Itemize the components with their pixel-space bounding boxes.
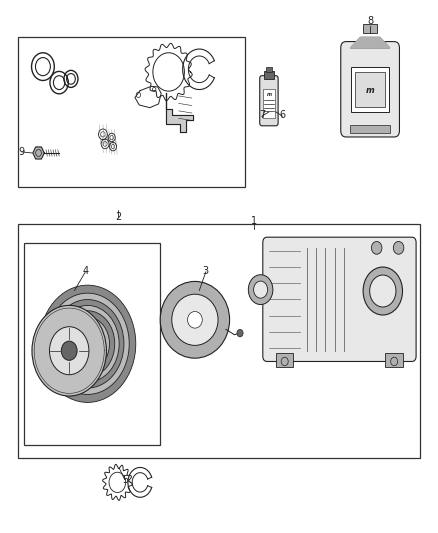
Polygon shape — [350, 37, 390, 48]
Text: 8: 8 — [367, 17, 373, 26]
Bar — [266, 67, 272, 72]
Ellipse shape — [363, 267, 403, 315]
Bar — [350, 125, 390, 133]
Text: m: m — [366, 86, 374, 94]
Text: 9: 9 — [18, 147, 24, 157]
Circle shape — [56, 305, 119, 382]
Bar — [276, 353, 293, 367]
Circle shape — [61, 341, 77, 360]
Bar — [18, 224, 420, 458]
Circle shape — [371, 241, 382, 254]
Bar — [363, 24, 377, 33]
Text: 6: 6 — [279, 110, 286, 119]
Polygon shape — [350, 37, 390, 48]
Text: 3: 3 — [203, 266, 209, 276]
Ellipse shape — [172, 294, 218, 345]
Polygon shape — [166, 93, 193, 132]
Bar — [263, 89, 275, 118]
Text: 4: 4 — [82, 266, 88, 276]
Circle shape — [51, 300, 124, 388]
Circle shape — [32, 305, 106, 396]
Circle shape — [49, 327, 89, 375]
Ellipse shape — [187, 311, 202, 328]
Circle shape — [46, 293, 129, 394]
Text: 7: 7 — [259, 110, 265, 119]
Bar — [264, 71, 274, 79]
Ellipse shape — [160, 281, 230, 358]
FancyBboxPatch shape — [263, 237, 416, 361]
Bar — [18, 37, 245, 187]
Circle shape — [60, 311, 115, 377]
Text: 1: 1 — [251, 216, 257, 226]
Text: 5: 5 — [122, 475, 128, 484]
Circle shape — [39, 285, 136, 402]
Bar — [385, 353, 403, 367]
Bar — [351, 67, 389, 112]
Text: m: m — [266, 92, 272, 97]
Circle shape — [393, 241, 404, 254]
Circle shape — [237, 329, 243, 337]
Text: 2: 2 — [115, 213, 121, 222]
Circle shape — [248, 274, 273, 304]
FancyBboxPatch shape — [260, 76, 278, 126]
Bar — [355, 72, 385, 107]
Bar — [24, 243, 160, 445]
Ellipse shape — [370, 275, 396, 307]
Polygon shape — [33, 147, 44, 159]
Circle shape — [66, 317, 110, 370]
FancyBboxPatch shape — [341, 42, 399, 137]
Circle shape — [254, 281, 268, 298]
